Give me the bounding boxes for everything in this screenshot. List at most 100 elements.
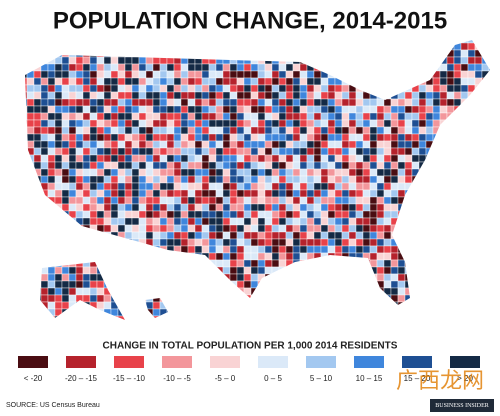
county-tile	[124, 238, 133, 247]
county-tile	[453, 49, 462, 58]
county-tile	[383, 98, 392, 107]
county-tile	[61, 147, 70, 156]
county-tile	[89, 280, 98, 289]
county-tile	[33, 168, 42, 177]
county-tile	[439, 168, 448, 177]
county-tile	[467, 189, 476, 198]
county-tile	[33, 77, 42, 86]
county-tile	[117, 210, 126, 219]
county-tile	[124, 273, 133, 282]
county-tile	[481, 273, 490, 282]
county-tile	[47, 224, 56, 233]
county-tile	[383, 161, 392, 170]
county-tile	[390, 119, 399, 128]
county-tile	[278, 126, 287, 135]
county-tile	[145, 308, 154, 317]
county-tile	[250, 98, 259, 107]
county-tile	[320, 217, 329, 226]
county-tile	[215, 147, 224, 156]
county-tile	[264, 266, 273, 275]
county-tile	[376, 245, 385, 254]
county-tile	[278, 175, 287, 184]
county-tile	[97, 323, 104, 330]
county-tile	[425, 266, 434, 275]
county-tile	[474, 133, 483, 142]
county-tile	[278, 224, 287, 233]
county-tile	[383, 84, 392, 93]
county-tile	[411, 105, 420, 114]
county-tile	[180, 203, 189, 212]
county-tile	[327, 301, 336, 310]
county-tile	[313, 112, 322, 121]
county-tile	[103, 140, 112, 149]
county-tile	[26, 40, 35, 44]
county-tile	[68, 91, 77, 100]
county-tile	[320, 56, 329, 65]
county-tile	[292, 252, 301, 261]
county-tile	[250, 147, 259, 156]
county-tile	[117, 175, 126, 184]
county-tile	[292, 196, 301, 205]
county-tile	[355, 294, 364, 303]
county-tile	[306, 154, 315, 163]
legend-label: -15 – -10	[113, 374, 146, 383]
county-tile	[306, 98, 315, 107]
county-tile	[313, 266, 322, 275]
county-tile	[26, 77, 35, 86]
county-tile	[348, 252, 357, 261]
county-tile	[299, 315, 308, 320]
county-tile	[89, 252, 98, 261]
county-tile	[418, 140, 427, 149]
county-tile	[75, 91, 84, 100]
county-tile	[411, 49, 420, 58]
county-tile	[488, 140, 490, 149]
county-tile	[131, 161, 140, 170]
county-tile	[202, 323, 209, 330]
county-tile	[376, 266, 385, 275]
county-tile	[96, 56, 105, 65]
county-tile	[404, 287, 413, 296]
county-tile	[341, 84, 350, 93]
county-tile	[138, 119, 147, 128]
county-tile	[439, 140, 448, 149]
county-tile	[131, 112, 140, 121]
county-tile	[138, 40, 147, 44]
county-tile	[488, 196, 490, 205]
county-tile	[355, 189, 364, 198]
county-tile	[159, 91, 168, 100]
county-tile	[145, 175, 154, 184]
county-tile	[40, 40, 49, 44]
county-tile	[222, 217, 231, 226]
county-tile	[285, 210, 294, 219]
county-tile	[103, 203, 112, 212]
county-tile	[481, 119, 490, 128]
county-tile	[138, 308, 147, 317]
county-tile	[173, 224, 182, 233]
county-tile	[40, 175, 49, 184]
county-tile	[61, 273, 70, 282]
county-tile	[383, 259, 392, 268]
county-tile	[362, 63, 371, 72]
county-tile	[488, 56, 490, 65]
county-tile	[166, 175, 175, 184]
county-tile	[47, 280, 56, 289]
county-tile	[68, 273, 77, 282]
county-tile	[376, 91, 385, 100]
county-tile	[96, 98, 105, 107]
county-tile	[320, 147, 329, 156]
county-tile	[467, 147, 476, 156]
county-tile	[82, 266, 91, 275]
county-tile	[362, 182, 371, 191]
county-tile	[152, 119, 161, 128]
county-tile	[26, 315, 35, 320]
county-tile	[54, 196, 63, 205]
county-tile	[180, 266, 189, 275]
county-tile	[292, 63, 301, 72]
county-tile	[54, 252, 63, 261]
county-tile	[460, 252, 469, 261]
county-tile	[201, 112, 210, 121]
county-tile	[26, 126, 35, 135]
county-tile	[208, 154, 217, 163]
county-tile	[33, 245, 42, 254]
county-tile	[68, 182, 77, 191]
